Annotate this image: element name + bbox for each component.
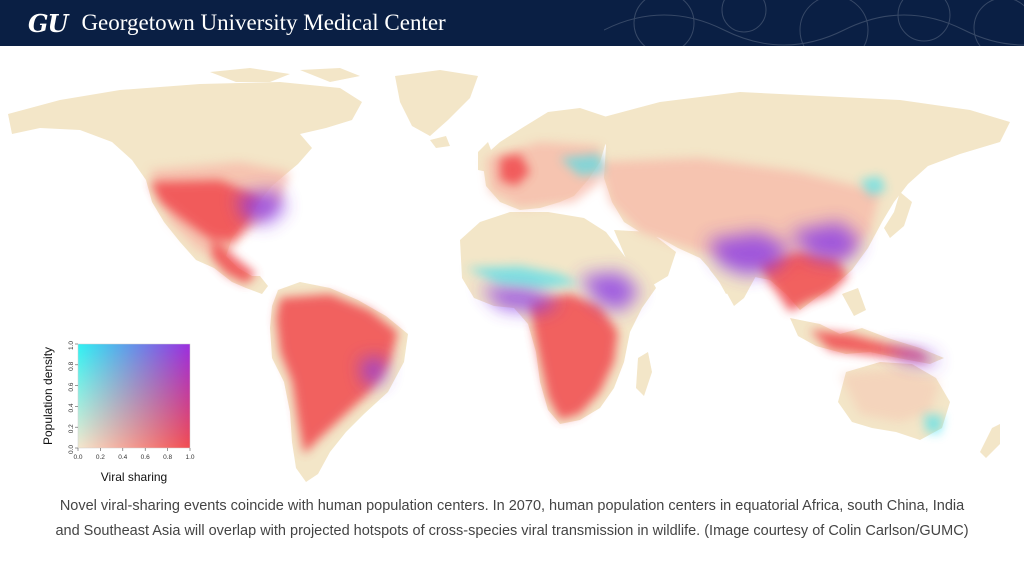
figure-caption: Novel viral-sharing events coincide with…	[0, 494, 1024, 544]
greenland	[395, 70, 478, 136]
arabia	[614, 230, 676, 288]
legend-x-tick-label: 0.0	[73, 454, 82, 461]
map-legend: 0.0 0.2 0.4 0.6 0.8 1.0 0.0 0.2 0.4 0.6 0.8 1.0 Vi…	[38, 336, 198, 488]
legend-x-tick-label: 0.2	[96, 454, 105, 461]
legend-x-axis-label: Viral sharing	[101, 470, 167, 484]
madagascar	[636, 352, 652, 396]
iceland	[430, 136, 450, 148]
caption-line-1: Novel viral-sharing events coincide with…	[59, 498, 965, 514]
gu-logo[interactable]: GU	[28, 8, 68, 38]
legend-x-tick-label: 0.6	[141, 454, 150, 461]
legend-y-tick-label: 0.8	[68, 361, 75, 370]
legend-x-tick-label: 0.4	[118, 454, 127, 461]
heat-red	[150, 154, 930, 454]
new-zealand	[980, 424, 1000, 458]
legend-y-tick-label: 1.0	[68, 341, 75, 350]
legend-x-tick-label: 0.8	[163, 454, 172, 461]
site-header: GU Georgetown University Medical Center	[0, 0, 1024, 46]
org-name[interactable]: Georgetown University Medical Center	[81, 10, 446, 35]
world-map	[8, 68, 1010, 482]
legend-y-tick-label: 0.2	[68, 424, 75, 433]
legend-y-tick-label: 0.4	[68, 403, 75, 412]
header-pattern	[604, 0, 1024, 46]
legend-color-grid-top	[78, 344, 190, 448]
legend-y-axis-label: Population density	[41, 347, 55, 445]
heat-cyan	[466, 154, 944, 434]
caption-line-2: and Southeast Asia will overlap with pro…	[55, 523, 969, 539]
japan	[884, 192, 912, 238]
heat-purple	[236, 190, 940, 386]
arctic-islands	[210, 68, 360, 82]
legend-y-tick-label: 0.0	[68, 445, 75, 454]
legend-x-tick-label: 1.0	[185, 454, 194, 461]
legend-y-tick-label: 0.6	[68, 382, 75, 391]
